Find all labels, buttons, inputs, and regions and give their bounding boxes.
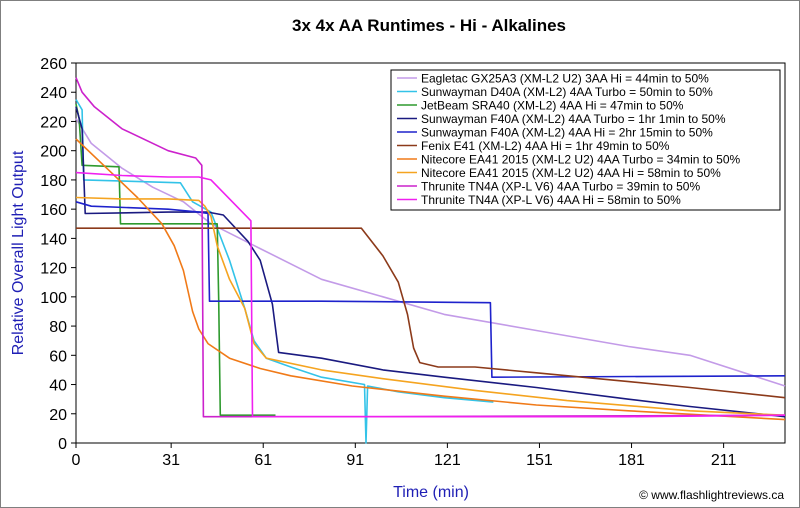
legend-entry: Thrunite TN4A (XP-L V6) 4AA Hi = 58min t… [421, 193, 681, 207]
x-tick-label: 181 [618, 452, 645, 469]
legend-entry: Sunwayman D40A (XM-L2) 4AA Turbo = 50min… [421, 85, 713, 99]
y-axis-ticks: 0 20 40 60 80 100 120 140 160 180 200 220 240 260 [40, 56, 76, 453]
x-tick-label: 211 [711, 452, 737, 469]
y-tick-label: 160 [40, 202, 67, 219]
series-line-3 [75, 103, 276, 417]
chart-title: 3x 4x AA Runtimes - Hi - Alkalines [292, 16, 566, 35]
series-line-1 [75, 118, 786, 387]
x-axis-label: Time (min) [393, 484, 469, 501]
x-tick-label: 61 [254, 452, 272, 469]
legend-entry: Nitecore EA41 2015 (XM-L2 U2) 4AA Hi = 5… [421, 166, 721, 180]
legend-entry: Fenix E41 (XM-L2) 4AA Hi = 1hr 49min to … [421, 139, 670, 153]
y-tick-label: 240 [40, 85, 67, 102]
legend-entry: Nitecore EA41 2015 (XM-L2 U2) 4AA Turbo … [421, 153, 741, 167]
y-tick-label: 200 [40, 144, 67, 161]
series-line-6 [76, 227, 786, 399]
legend-entry: JetBeam SRA40 (XM-L2) 4AA Hi = 47min to … [421, 99, 684, 113]
series-line-5 [75, 201, 786, 379]
x-axis-ticks: 0 31 61 91 121 151 181 211 [72, 443, 737, 469]
y-tick-label: 0 [58, 436, 67, 453]
x-tick-label: 151 [526, 452, 553, 469]
credit-text: © www.flashlightreviews.ca [639, 488, 784, 502]
x-tick-label: 0 [72, 452, 81, 469]
y-tick-label: 220 [40, 114, 67, 131]
series-line-2 [75, 99, 494, 444]
x-tick-label: 121 [434, 452, 461, 469]
y-tick-label: 20 [49, 407, 67, 424]
legend-box [390, 69, 781, 211]
y-axis-label: Relative Overall Light Output [10, 150, 27, 355]
legend-entry: Sunwayman F40A (XM-L2) 4AA Turbo = 1hr 1… [421, 112, 726, 126]
x-tick-label: 91 [346, 452, 364, 469]
y-tick-label: 140 [40, 231, 67, 248]
legend-entry: Thrunite TN4A (XP-L V6) 4AA Turbo = 39mi… [421, 180, 700, 194]
y-tick-label: 40 [49, 378, 67, 395]
series-lines [75, 77, 786, 444]
legend-entry: Sunwayman F40A (XM-L2) 4AA Hi = 2hr 15mi… [421, 126, 713, 140]
y-tick-label: 120 [40, 261, 67, 278]
series-line-8 [75, 196, 786, 416]
series-line-4 [75, 106, 786, 418]
legend-entry: Eagletac GX25A3 (XM-L2 U2) 3AA Hi = 44mi… [421, 72, 709, 86]
series-line-10 [75, 171, 786, 418]
y-tick-label: 60 [49, 348, 67, 365]
y-tick-label: 100 [40, 290, 67, 307]
y-tick-label: 180 [40, 173, 67, 190]
y-tick-label: 260 [40, 56, 67, 73]
x-tick-label: 31 [162, 452, 180, 469]
series-line-7 [75, 138, 786, 421]
legend: Eagletac GX25A3 (XM-L2 U2) 3AA Hi = 44mi… [390, 69, 781, 211]
y-tick-label: 80 [49, 319, 67, 336]
